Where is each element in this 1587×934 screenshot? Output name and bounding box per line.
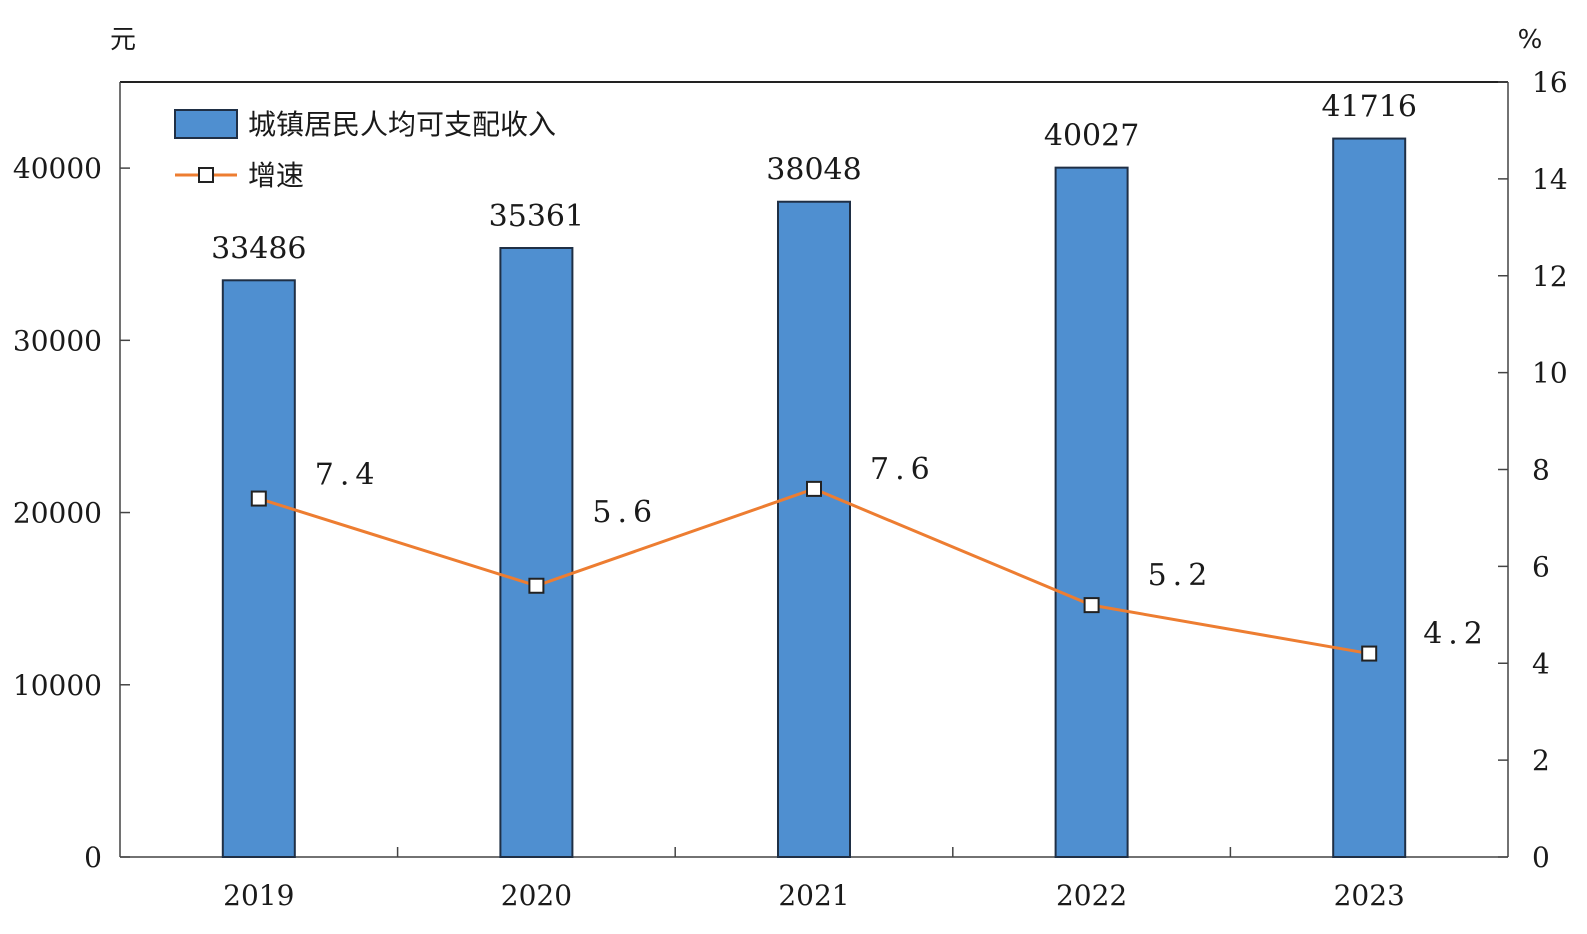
growth-value-label-2020: 5.6	[592, 495, 658, 530]
x-tick-label-2020: 2020	[501, 879, 572, 912]
growth-line-series	[250, 480, 1378, 662]
legend-line-marker	[198, 167, 214, 183]
growth-point-2020	[528, 577, 545, 594]
x-tick-label-2021: 2021	[778, 879, 849, 912]
bar-value-label-2022: 40027	[1044, 119, 1139, 154]
bar-2019	[221, 279, 296, 858]
right-y-tick-label: 2	[1532, 744, 1550, 777]
legend-bar-swatch	[174, 109, 238, 139]
legend-line-label: 增速	[248, 159, 304, 192]
axes: 2019 2020 2021 2022 2023 0 10000 20000 30000 4000…	[13, 25, 1568, 912]
left-y-tick-label: 30000	[13, 324, 102, 357]
bar-series	[221, 137, 1407, 858]
bar-2021	[777, 200, 851, 858]
bar-value-label-2021: 38048	[766, 153, 861, 188]
right-y-tick-label: 4	[1532, 647, 1550, 680]
right-y-unit-label: %	[1518, 25, 1543, 55]
growth-point-2021	[806, 480, 822, 497]
x-tick-label-2023: 2023	[1334, 879, 1405, 912]
x-tick-label-2019: 2019	[223, 879, 294, 912]
x-tick-label-2022: 2022	[1056, 879, 1127, 912]
left-y-unit-label: 元	[110, 25, 136, 55]
bar-value-label-2019: 33486	[211, 231, 306, 266]
growth-point-2019	[250, 490, 267, 507]
data-labels: 33486 35361 38048 40027 41716 7.4 5.6 7.6 5.2 4.2	[211, 90, 1489, 652]
right-y-tick-label: 0	[1532, 841, 1550, 874]
growth-value-label-2022: 5.2	[1148, 558, 1214, 593]
growth-point-2023	[1361, 645, 1378, 662]
bar-2020	[499, 247, 574, 858]
left-y-tick-label: 0	[84, 841, 102, 874]
right-y-tick-label: 14	[1532, 163, 1568, 196]
right-y-tick-label: 16	[1532, 66, 1568, 99]
growth-value-label-2019: 7.4	[315, 458, 381, 493]
bar-2022	[1054, 166, 1129, 858]
right-y-tick-label: 12	[1532, 260, 1568, 293]
growth-value-label-2023: 4.2	[1423, 617, 1489, 652]
left-y-tick-label: 40000	[13, 152, 102, 185]
right-y-tick-label: 10	[1532, 357, 1568, 390]
bar-2023	[1332, 137, 1407, 858]
right-y-tick-label: 6	[1532, 550, 1550, 583]
growth-point-2022	[1083, 597, 1100, 614]
growth-value-label-2021: 7.6	[870, 452, 936, 487]
bar-value-label-2023: 41716	[1321, 90, 1416, 125]
left-y-tick-label: 20000	[13, 497, 102, 530]
bar-value-label-2020: 35361	[489, 199, 584, 234]
legend-bar-label: 城镇居民人均可支配收入	[248, 108, 556, 141]
left-y-tick-label: 10000	[13, 669, 102, 702]
right-y-tick-label: 8	[1532, 454, 1550, 487]
